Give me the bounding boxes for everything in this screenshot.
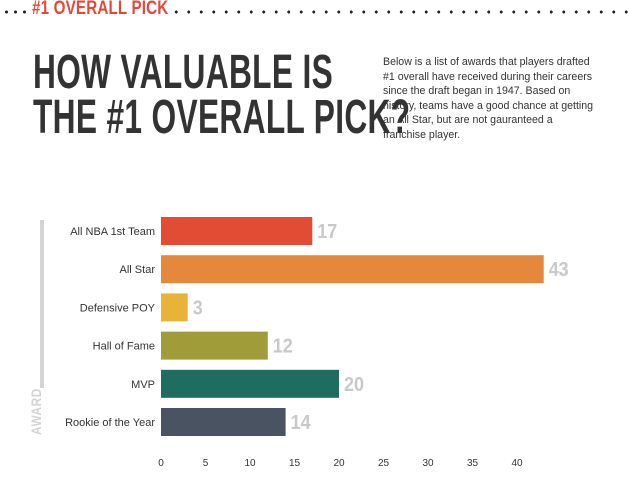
x-tick-label: 25 [378,458,390,469]
bar [161,255,544,284]
x-tick-label: 20 [333,458,345,469]
x-tick-label: 15 [289,458,301,469]
bar [161,331,268,360]
value-label: 17 [317,221,337,243]
category-label: MVP [131,379,155,391]
x-tick-label: 40 [511,458,523,469]
y-axis-line [40,220,44,388]
header-dots-right [170,9,628,15]
bar [161,369,339,398]
value-label: 3 [193,297,203,319]
value-label: 14 [291,412,312,434]
headline-line-1: HOW VALUABLE IS [33,46,334,99]
x-tick-label: 30 [422,458,434,469]
category-label: Rookie of the Year [65,417,155,429]
x-tick-label: 35 [467,458,479,469]
value-label: 43 [549,259,569,281]
header-dots-left [2,9,28,15]
category-label: All NBA 1st Team [70,226,155,238]
value-label: 12 [273,336,293,358]
x-tick-label: 10 [244,458,256,469]
x-tick-label: 5 [203,458,209,469]
x-tick-label: 0 [158,458,164,469]
section-label: #1 OVERALL PICK [32,0,169,19]
category-label: Hall of Fame [93,341,155,353]
value-label: 20 [344,374,364,396]
bar [161,293,188,322]
description-text: Below is a list of awards that players d… [383,56,594,141]
category-label: All Star [120,264,156,276]
headline: HOW VALUABLE IS THE #1 OVERALL PICK? [33,46,410,142]
bar [161,217,313,245]
bar [161,408,286,436]
category-label: Defensive POY [80,302,156,314]
